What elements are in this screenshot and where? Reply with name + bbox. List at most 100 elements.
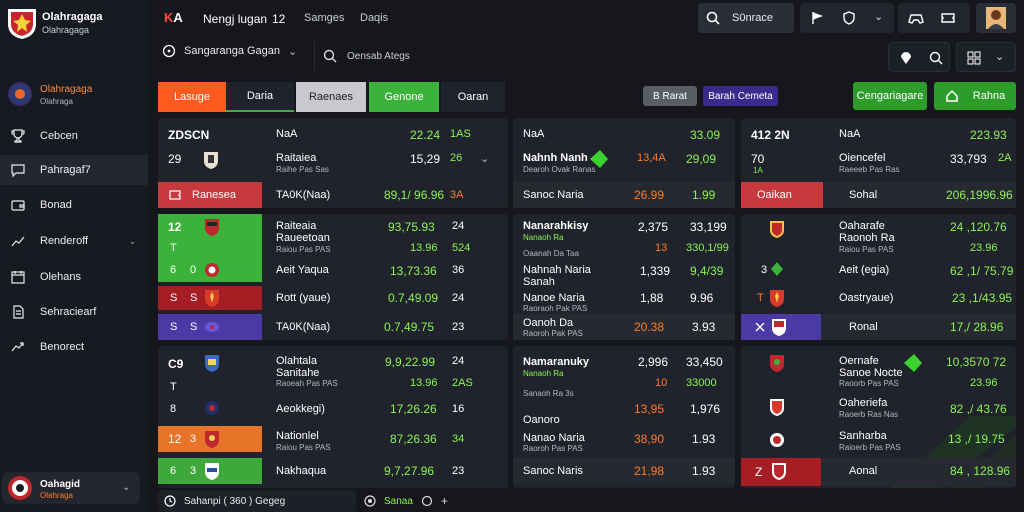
odds-value[interactable]: 24 xyxy=(452,355,465,367)
odds-value[interactable]: 33,793 xyxy=(950,152,987,166)
odds-value[interactable]: 82 ,/ 43.76 xyxy=(950,402,1007,416)
chevron-down-icon[interactable]: ⌄ xyxy=(874,11,884,23)
odds-value[interactable]: 10,3570 72 xyxy=(946,355,1007,369)
odds-value[interactable]: 24 ,120.76 xyxy=(950,220,1007,234)
user-avatar-button[interactable] xyxy=(976,3,1016,33)
odds-value[interactable]: 1.93 xyxy=(692,464,716,478)
odds-value[interactable]: 9,7,27.96 xyxy=(384,464,435,478)
search-button[interactable]: S0nrace xyxy=(698,3,794,33)
tab-genone[interactable]: Genone xyxy=(369,82,439,112)
odds-value[interactable]: 206,1996.96 xyxy=(946,188,1013,202)
odds-value[interactable]: 9,9,22.99 xyxy=(385,355,436,369)
odds-value[interactable]: 24 xyxy=(452,292,465,304)
chip-filter[interactable]: B Rarat xyxy=(643,86,697,106)
odds-value[interactable]: 1AS xyxy=(450,128,471,140)
tab-raenaes[interactable]: Raenaes xyxy=(296,82,366,112)
chevron-down-icon[interactable]: ⌄ xyxy=(995,51,1005,63)
crest-logo-icon[interactable] xyxy=(6,6,38,40)
odds-value[interactable]: 26 xyxy=(450,152,463,164)
sidebar-item-pahragaf[interactable]: Pahragaf7 xyxy=(0,155,148,185)
odds-value[interactable]: 13.96 xyxy=(410,377,438,389)
odds-value[interactable]: 223.93 xyxy=(970,128,1007,142)
app-logo[interactable]: KA xyxy=(164,10,183,25)
chevron-down-icon[interactable]: ⌄ xyxy=(122,482,131,493)
odds-value[interactable]: 13 xyxy=(655,242,668,254)
odds-value[interactable]: 33000 xyxy=(686,377,717,389)
search-input[interactable]: Oensab Ategs xyxy=(314,42,880,70)
odds-value[interactable]: 3A xyxy=(450,189,464,201)
odds-value[interactable]: 33,199 xyxy=(690,220,727,234)
top-nav-item[interactable]: Samges xyxy=(304,12,345,24)
odds-value[interactable]: 22.24 xyxy=(410,128,441,142)
odds-value[interactable]: 13,73.36 xyxy=(390,264,437,278)
odds-value[interactable]: 93,75.93 xyxy=(388,220,435,234)
flag-icon[interactable] xyxy=(810,11,824,25)
odds-value[interactable]: 33,450 xyxy=(686,355,723,369)
sidebar-item-benorect[interactable]: Benorect xyxy=(0,332,148,362)
odds-value[interactable]: 1.99 xyxy=(692,188,716,202)
tab-oaran[interactable]: Oaran xyxy=(441,82,505,112)
odds-value[interactable]: 23 xyxy=(452,465,465,477)
odds-value[interactable]: 89,1/ 96.96 xyxy=(384,188,445,202)
action-button[interactable]: Cengariagare xyxy=(853,82,927,110)
odds-value[interactable]: 23.96 xyxy=(970,242,998,254)
grid-icon[interactable] xyxy=(967,51,981,65)
top-nav-item[interactable]: 12 xyxy=(272,12,286,26)
odds-value[interactable]: 524 xyxy=(452,242,471,254)
add-icon[interactable]: + xyxy=(440,494,448,508)
odds-value[interactable]: 330,1/99 xyxy=(686,242,729,254)
bottom-status[interactable]: Sanaa + xyxy=(364,494,448,508)
odds-value[interactable]: 23 ,1/43.95 xyxy=(952,291,1013,305)
odds-value[interactable]: 17,26.26 xyxy=(390,402,437,416)
odds-value[interactable]: 16 xyxy=(452,403,465,415)
odds-value[interactable]: 9,4/39 xyxy=(690,264,724,278)
odds-value[interactable]: 0.7,49.09 xyxy=(388,291,439,305)
odds-value[interactable]: 20.38 xyxy=(634,320,665,334)
bottom-tab[interactable]: Sahanpi ( 360 ) Gegeg xyxy=(158,490,356,512)
odds-value[interactable]: 13,4A xyxy=(637,152,666,164)
sidebar-item-bonad[interactable]: Bonad xyxy=(0,190,148,220)
odds-value[interactable]: 1,88 xyxy=(640,291,664,305)
odds-value[interactable]: 36 xyxy=(452,264,465,276)
odds-value[interactable]: 15,29 xyxy=(410,152,441,166)
odds-value[interactable]: 17,/ 28.96 xyxy=(950,320,1004,334)
user-account-box[interactable]: Oahagid Olahraga ⌄ xyxy=(2,472,140,504)
odds-value[interactable]: 13 ,/ 19.75 xyxy=(948,432,1005,446)
chevron-down-icon[interactable]: ⌄ xyxy=(480,153,490,165)
odds-value[interactable]: 26.99 xyxy=(634,188,665,202)
sidebar-item-sehraciearf[interactable]: Sehraciearf xyxy=(0,297,148,327)
settings-icon[interactable] xyxy=(421,495,433,507)
odds-value[interactable]: 1.93 xyxy=(692,432,716,446)
shield-icon[interactable] xyxy=(842,11,856,25)
search-icon[interactable] xyxy=(929,51,943,65)
home-button[interactable]: Rahna xyxy=(934,82,1016,110)
odds-value[interactable]: 2A xyxy=(998,152,1012,164)
top-nav-item[interactable]: Daqis xyxy=(360,12,389,24)
odds-value[interactable]: 23 xyxy=(452,321,465,333)
odds-value[interactable]: 1,976 xyxy=(690,402,721,416)
odds-value[interactable]: 13.96 xyxy=(410,242,438,254)
odds-value[interactable]: 0.7,49.75 xyxy=(384,320,435,334)
odds-value[interactable]: 10 xyxy=(655,377,668,389)
chevron-down-icon[interactable]: ⌄ xyxy=(128,235,136,246)
odds-value[interactable]: 87,26.36 xyxy=(390,432,437,446)
odds-value[interactable]: 2,996 xyxy=(638,355,669,369)
top-nav-item[interactable]: Nengj lugan xyxy=(203,12,268,26)
odds-value[interactable]: 2AS xyxy=(452,377,473,389)
sidebar-item-cebcen[interactable]: Cebcen xyxy=(0,121,148,151)
tab-daria[interactable]: Daria xyxy=(226,82,294,112)
controller-icon[interactable] xyxy=(908,11,924,25)
odds-value[interactable]: 62 ,1/ 75.79 xyxy=(950,264,1014,278)
tab-lasuge[interactable]: Lasuge xyxy=(158,82,226,112)
sidebar-item-renderoff[interactable]: Renderoff ⌄ xyxy=(0,226,148,256)
sidebar-item-olehans[interactable]: Olehans xyxy=(0,262,148,292)
odds-value[interactable]: 21,98 xyxy=(634,464,665,478)
odds-value[interactable]: 23.96 xyxy=(970,377,998,389)
odds-value[interactable]: 84 , 128.96 xyxy=(950,464,1011,478)
chip-filter[interactable]: Barah Cemeta xyxy=(703,86,778,106)
odds-value[interactable]: 2,375 xyxy=(638,220,669,234)
odds-value[interactable]: 13,95 xyxy=(634,402,665,416)
odds-value[interactable]: 33.09 xyxy=(690,128,721,142)
odds-value[interactable]: 38,90 xyxy=(634,432,665,446)
filter-select[interactable]: Sangaranga Gagan ⌄ xyxy=(162,44,297,58)
